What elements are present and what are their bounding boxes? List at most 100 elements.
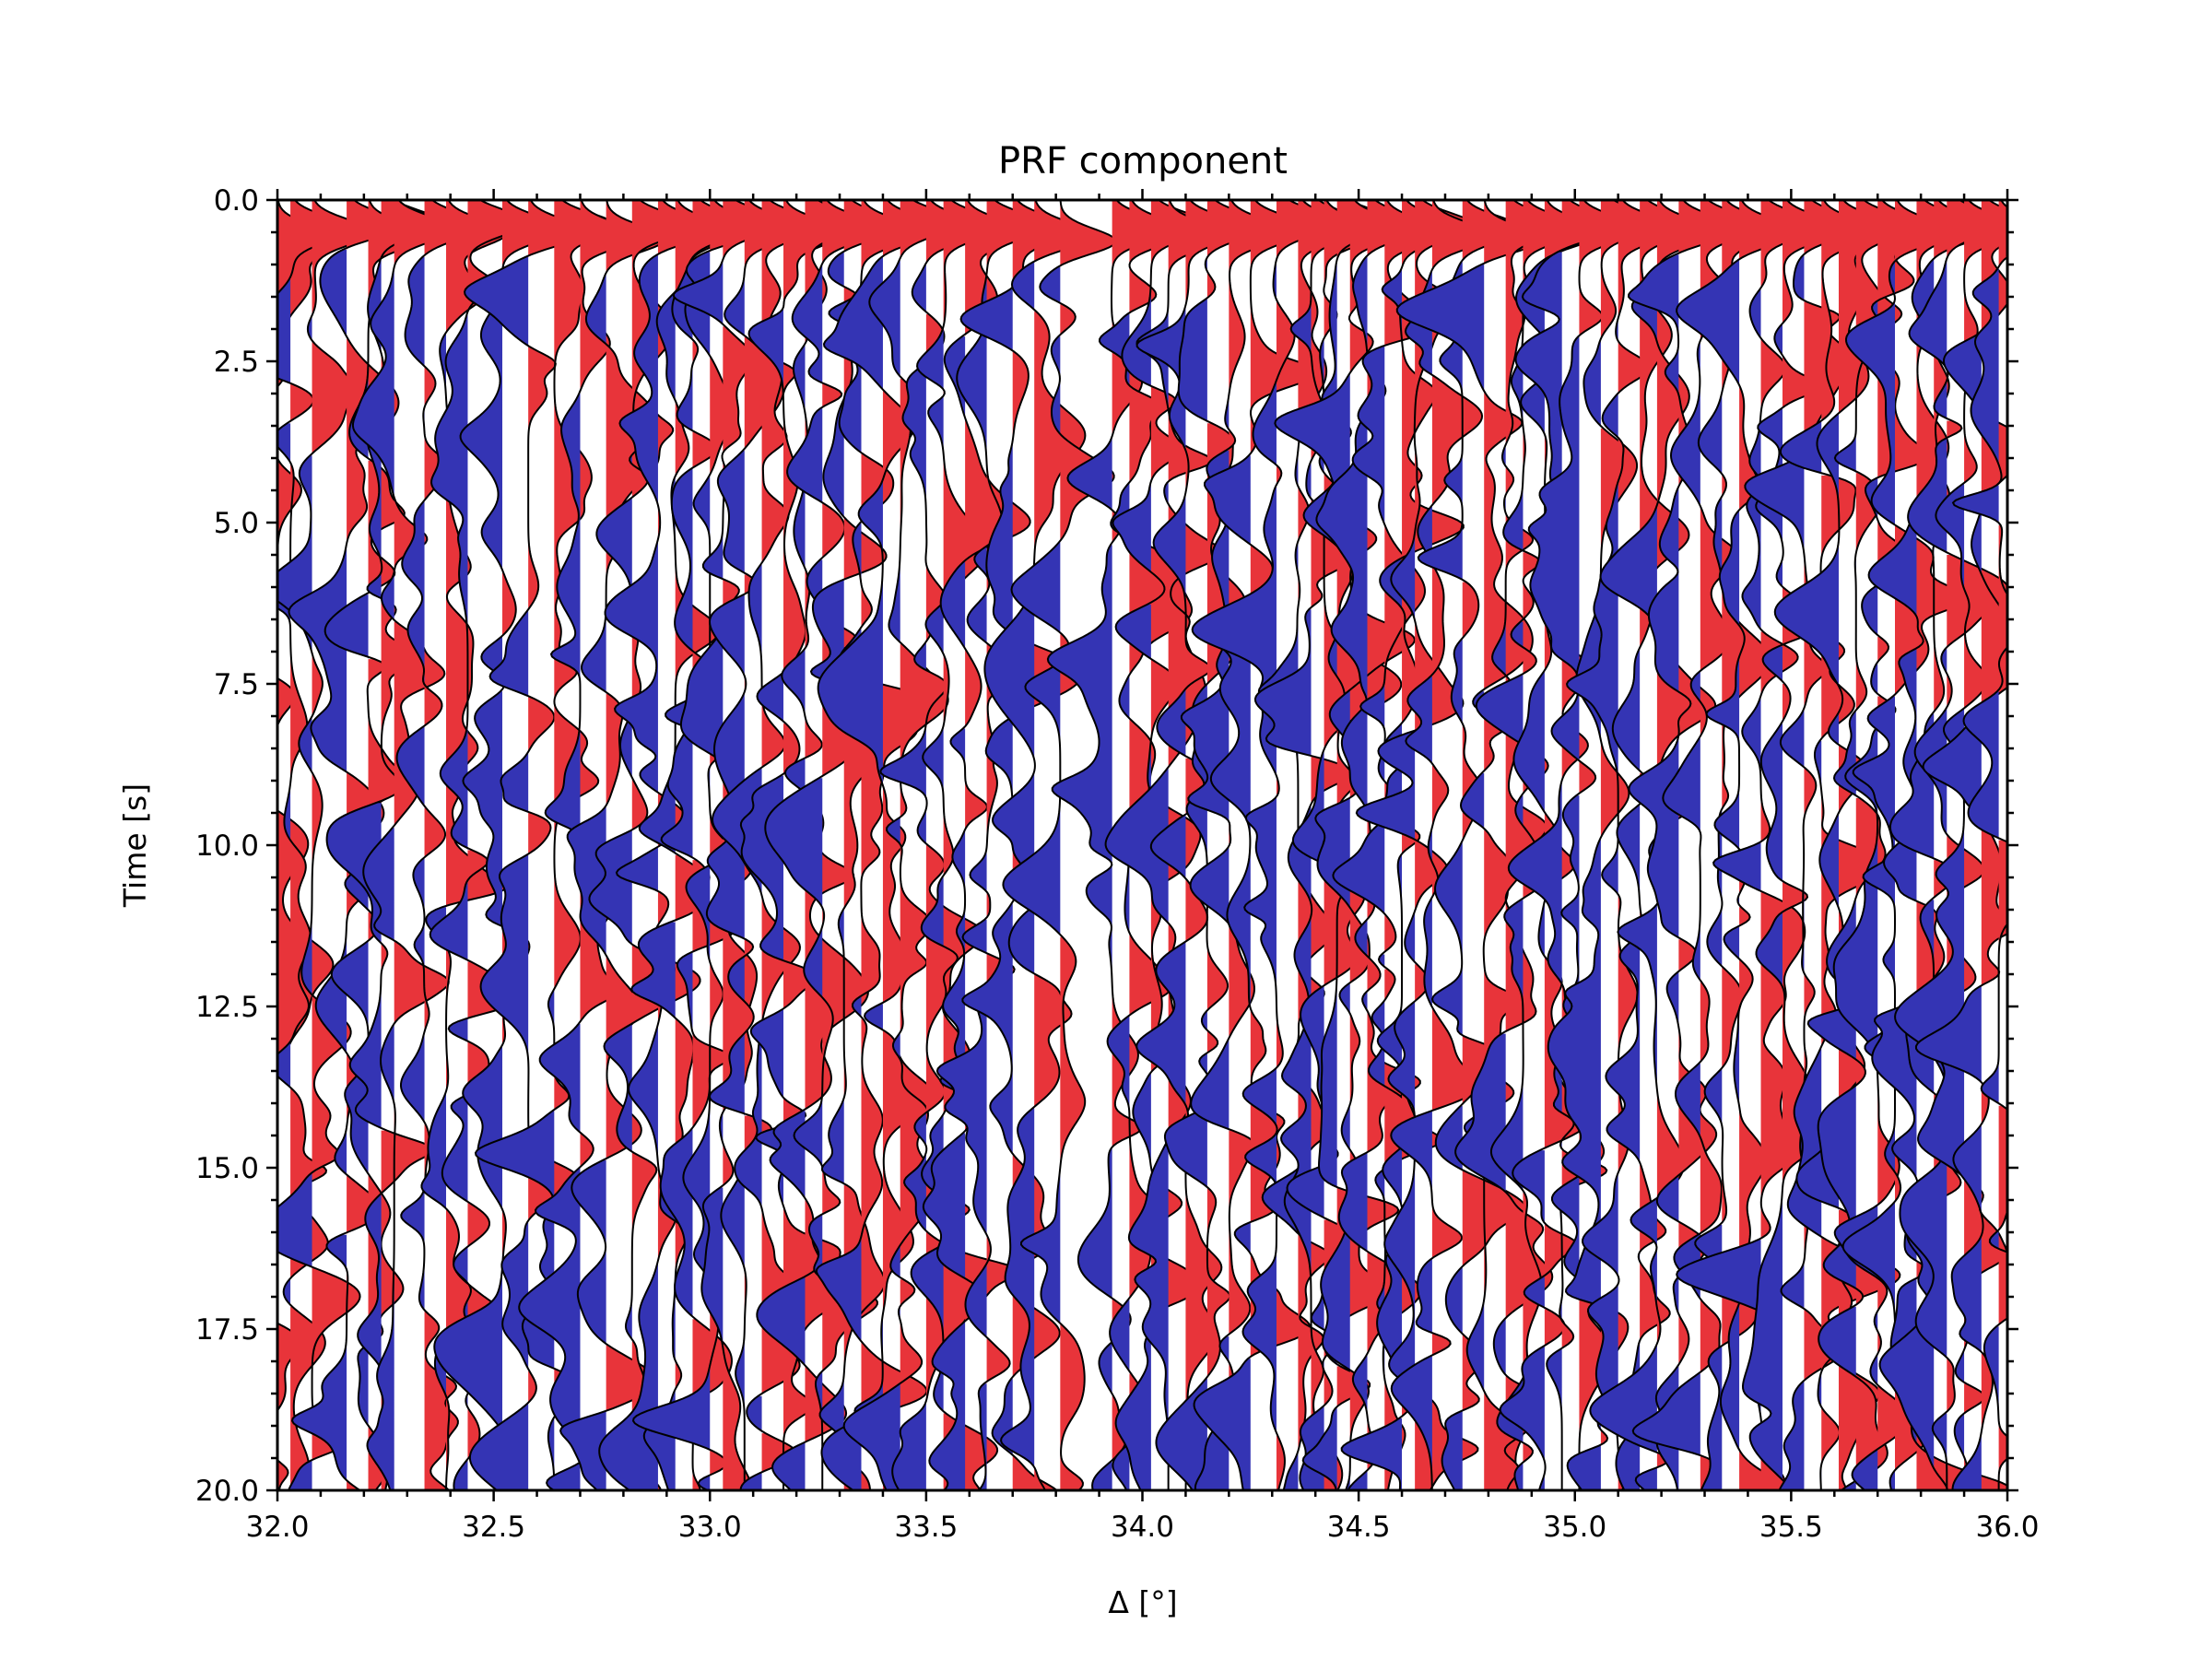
trace-outline: [1741, 200, 1843, 1490]
trace-positive-fill: [692, 200, 753, 1490]
trace-negative-fill: [740, 309, 784, 1208]
trace-negative-fill: [1833, 301, 1878, 1490]
trace-73: [1741, 200, 1843, 1490]
trace-81: [1878, 200, 1995, 1490]
trace-outline: [1340, 200, 1465, 1490]
trace-negative-fill: [519, 391, 581, 1490]
trace-positive-fill: [1760, 200, 1821, 1490]
trace-outline: [1507, 200, 1622, 1490]
trace-positive-fill: [1185, 200, 1246, 1490]
trace-outline: [1605, 200, 1701, 1490]
trace-outline: [1779, 200, 1901, 1490]
trace-negative-fill: [1900, 259, 1947, 1490]
trace-outline: [922, 200, 1031, 1490]
y-tick-label: 0.0: [214, 184, 259, 218]
trace-negative-fill: [1742, 324, 1783, 1481]
trace-negative-fill: [633, 252, 711, 1490]
trace-negative-fill: [1547, 338, 1601, 1490]
x-axis: 32.0 32.5 33.0 33.5 34.0 34.5 35.0 35.5 36.0: [245, 189, 2040, 1544]
trace-negative-fill: [1047, 274, 1112, 1490]
trace-outline: [1806, 200, 1917, 1490]
trace-77: [1806, 200, 1917, 1490]
trace-negative-fill: [1632, 341, 1700, 1456]
trace-positive-fill: [1855, 200, 1916, 1483]
trace-positive-fill: [1934, 200, 1994, 1490]
trace-outline: [1832, 200, 1939, 1490]
trace-negative-fill: [712, 564, 762, 1490]
trace-positive-fill: [1431, 200, 1492, 1357]
y-tick-label: 5.0: [214, 507, 259, 540]
traces-layer: [277, 200, 2007, 1490]
trace-negative-fill: [465, 256, 529, 1490]
trace-positive-fill: [312, 200, 372, 1461]
trace-75: [1779, 200, 1901, 1490]
trace-32: [910, 200, 1005, 1490]
trace-negative-fill: [816, 279, 862, 1490]
trace-negative-fill: [1745, 254, 1805, 1490]
trace-outline: [277, 200, 373, 1490]
trace-outline: [935, 200, 1048, 1490]
trace-outline: [1180, 200, 1290, 1490]
trace-outline: [429, 200, 529, 1490]
trace-outline: [1417, 200, 1526, 1490]
x-tick-label: 33.5: [894, 1511, 958, 1544]
chart-title: PRF component: [998, 140, 1288, 182]
x-tick-label: 35.0: [1543, 1511, 1606, 1544]
trace-negative-fill: [1895, 482, 1965, 1459]
trace-negative-fill: [706, 274, 745, 1490]
plot-area: [277, 200, 2007, 1490]
trace-negative-fill: [1953, 266, 1999, 1421]
trace-negative-fill: [1528, 336, 1580, 1282]
trace-37: [1002, 200, 1117, 1490]
trace-8: [395, 200, 486, 1490]
trace-outline: [815, 200, 928, 1490]
x-tick-label: 34.0: [1111, 1511, 1174, 1544]
trace-negative-fill: [1112, 274, 1151, 1490]
trace-negative-fill: [352, 269, 394, 1490]
y-tick-label: 10.0: [195, 830, 259, 863]
trace-11: [433, 200, 563, 1490]
trace-positive-fill: [1384, 200, 1445, 1490]
trace-outline: [659, 200, 754, 1490]
trace-positive-fill: [1964, 200, 2007, 1490]
trace-positive-fill: [1012, 200, 1084, 1490]
trace-negative-fill: [599, 254, 658, 1490]
trace-negative-fill: [1333, 346, 1385, 1382]
trace-56: [1390, 200, 1493, 1490]
trace-negative-fill: [1418, 262, 1463, 1490]
trace-negative-fill: [1677, 288, 1761, 1418]
y-tick-label: 17.5: [195, 1313, 259, 1347]
trace-positive-fill: [943, 200, 1004, 1490]
trace-negative-fill: [1567, 319, 1618, 1451]
trace-outline: [1355, 200, 1479, 1490]
trace-outline: [433, 200, 563, 1490]
x-tick-label: 33.0: [678, 1511, 742, 1544]
trace-positive-fill: [381, 200, 441, 1490]
y-tick-label: 15.0: [195, 1152, 259, 1185]
trace-positive-fill: [1739, 200, 1799, 1490]
trace-outline: [1841, 200, 1971, 1490]
trace-negative-fill: [923, 336, 966, 1490]
trace-negative-fill: [1628, 254, 1679, 1490]
trace-negative-fill: [1695, 394, 1723, 1490]
x-tick-label: 32.0: [245, 1511, 309, 1544]
trace-outline: [1878, 200, 1995, 1490]
trace-outline: [1951, 200, 2007, 1490]
trace-outline: [1332, 200, 1446, 1490]
y-axis-label: Time [s]: [117, 783, 153, 908]
trace-outline: [983, 200, 1095, 1490]
trace-negative-fill: [673, 262, 724, 1349]
trace-7: [351, 200, 455, 1490]
trace-negative-fill: [396, 256, 425, 1312]
trace-12: [464, 200, 588, 1490]
trace-negative-fill: [1500, 259, 1545, 1490]
trace-negative-fill: [1156, 259, 1207, 1490]
trace-negative-fill: [818, 256, 883, 1443]
y-tick-label: 2.5: [214, 346, 259, 379]
trace-positive-fill: [1877, 200, 1938, 1451]
trace-outline: [1274, 200, 1416, 1490]
trace-positive-fill: [1998, 200, 2007, 1490]
trace-negative-fill: [1879, 259, 1935, 1471]
trace-outline: [1547, 200, 1662, 1490]
trace-outline: [1046, 200, 1173, 1490]
